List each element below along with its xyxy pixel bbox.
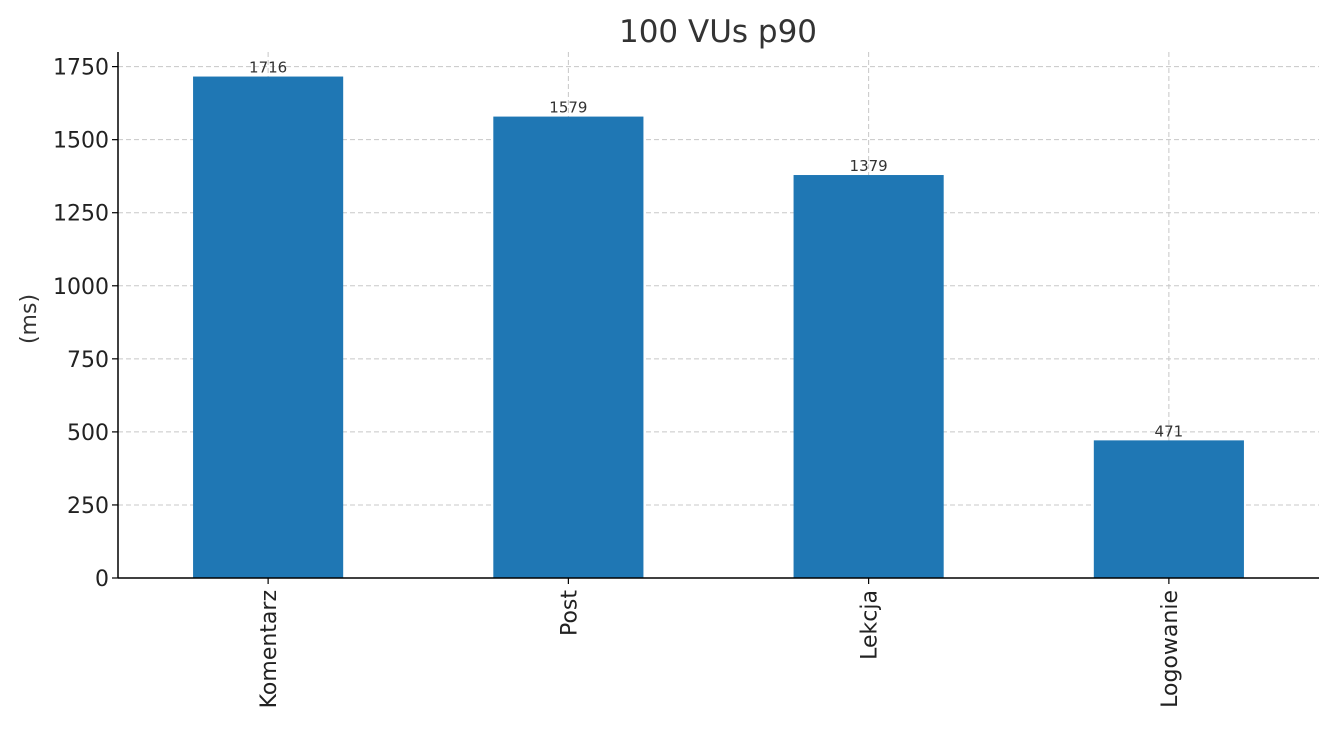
data-label: 1579 (549, 99, 587, 117)
x-tick-label: Lekcja (858, 590, 883, 660)
y-tick-label: 1750 (53, 56, 109, 81)
y-tick-label: 0 (95, 567, 109, 592)
y-tick-label: 1500 (53, 129, 109, 154)
y-axis-label: (ms) (17, 294, 42, 344)
chart-title: 100 VUs p90 (619, 14, 817, 50)
bar-post (493, 116, 644, 578)
y-tick-label: 500 (67, 421, 109, 446)
bar-lekcja (793, 175, 944, 578)
bar-logowanie (1093, 440, 1244, 578)
y-tick-label: 1250 (53, 202, 109, 227)
x-tick-label: Logowanie (1158, 590, 1183, 708)
x-tick-label: Post (557, 590, 582, 636)
data-label: 471 (1155, 422, 1184, 440)
y-tick-label: 250 (67, 494, 109, 519)
data-label: 1716 (249, 59, 287, 77)
y-tick-label: 750 (67, 348, 109, 373)
bars (193, 76, 1244, 579)
labels: 0 250 500 750 1000 1250 1500 1750 Komentarz 1716 P… (53, 56, 1183, 709)
data-label: 1379 (850, 157, 888, 175)
y-tick-label: 1000 (53, 275, 109, 300)
bar-komentarz (193, 76, 344, 579)
x-tick-label: Komentarz (257, 590, 282, 708)
axes (112, 52, 1319, 584)
